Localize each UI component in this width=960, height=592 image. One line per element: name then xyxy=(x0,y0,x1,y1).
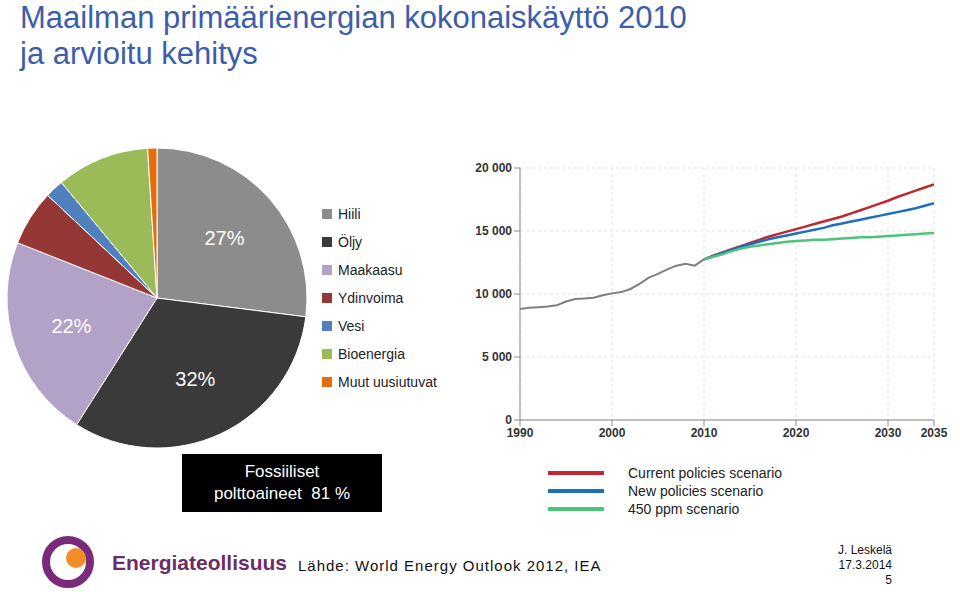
html-text:ja arvioitu kehitys: ja arvioitu kehitys xyxy=(20,36,258,71)
html-text:Lähde: World Energy Outlook 20: Lähde: World Energy Outlook 2012, IEA xyxy=(298,557,602,574)
svg-text:5 000: 5 000 xyxy=(482,350,512,364)
svg-text:20 000: 20 000 xyxy=(475,161,512,175)
svg-text:2020: 2020 xyxy=(783,426,810,440)
html-text:Bioenergia: Bioenergia xyxy=(338,346,405,362)
svg-text:0: 0 xyxy=(505,413,512,427)
svg-text:2000: 2000 xyxy=(599,426,626,440)
svg-text:22%: 22% xyxy=(51,315,91,337)
svg-text:2010: 2010 xyxy=(691,426,718,440)
html-text:Maakaasu: Maakaasu xyxy=(338,262,403,278)
html-text:Current policies scenario: Current policies scenario xyxy=(628,465,783,481)
html-text:17.3.2014: 17.3.2014 xyxy=(838,558,892,572)
html-text:Vesi: Vesi xyxy=(338,318,365,334)
html-text:Energiateollisuus: Energiateollisuus xyxy=(112,551,287,574)
html-text:New policies scenario: New policies scenario xyxy=(628,483,764,499)
svg-text:10 000: 10 000 xyxy=(475,287,512,301)
html-text:Maailman primäärienergian koko: Maailman primäärienergian kokonaiskäyttö… xyxy=(20,0,687,35)
html-text:Hiili: Hiili xyxy=(338,206,361,222)
html-text:Ydinvoima: Ydinvoima xyxy=(338,290,404,306)
html-text:450 ppm scenario: 450 ppm scenario xyxy=(628,501,740,517)
html-text:Öljy: Öljy xyxy=(338,234,363,250)
svg-text:15 000: 15 000 xyxy=(475,224,512,238)
html-text:5: 5 xyxy=(885,573,892,587)
html-text:Muut uusiutuvat: Muut uusiutuvat xyxy=(338,374,437,390)
svg-text:1990: 1990 xyxy=(507,426,534,440)
svg-text:2030: 2030 xyxy=(875,426,902,440)
html-text:J. Leskelä: J. Leskelä xyxy=(838,543,892,557)
html-text:polttoaineet 81 %: polttoaineet 81 % xyxy=(213,484,350,503)
svg-text:32%: 32% xyxy=(175,368,215,390)
svg-text:2035: 2035 xyxy=(921,426,948,440)
html-text:Fossiiliset: Fossiiliset xyxy=(244,462,320,481)
svg-text:27%: 27% xyxy=(204,227,244,249)
